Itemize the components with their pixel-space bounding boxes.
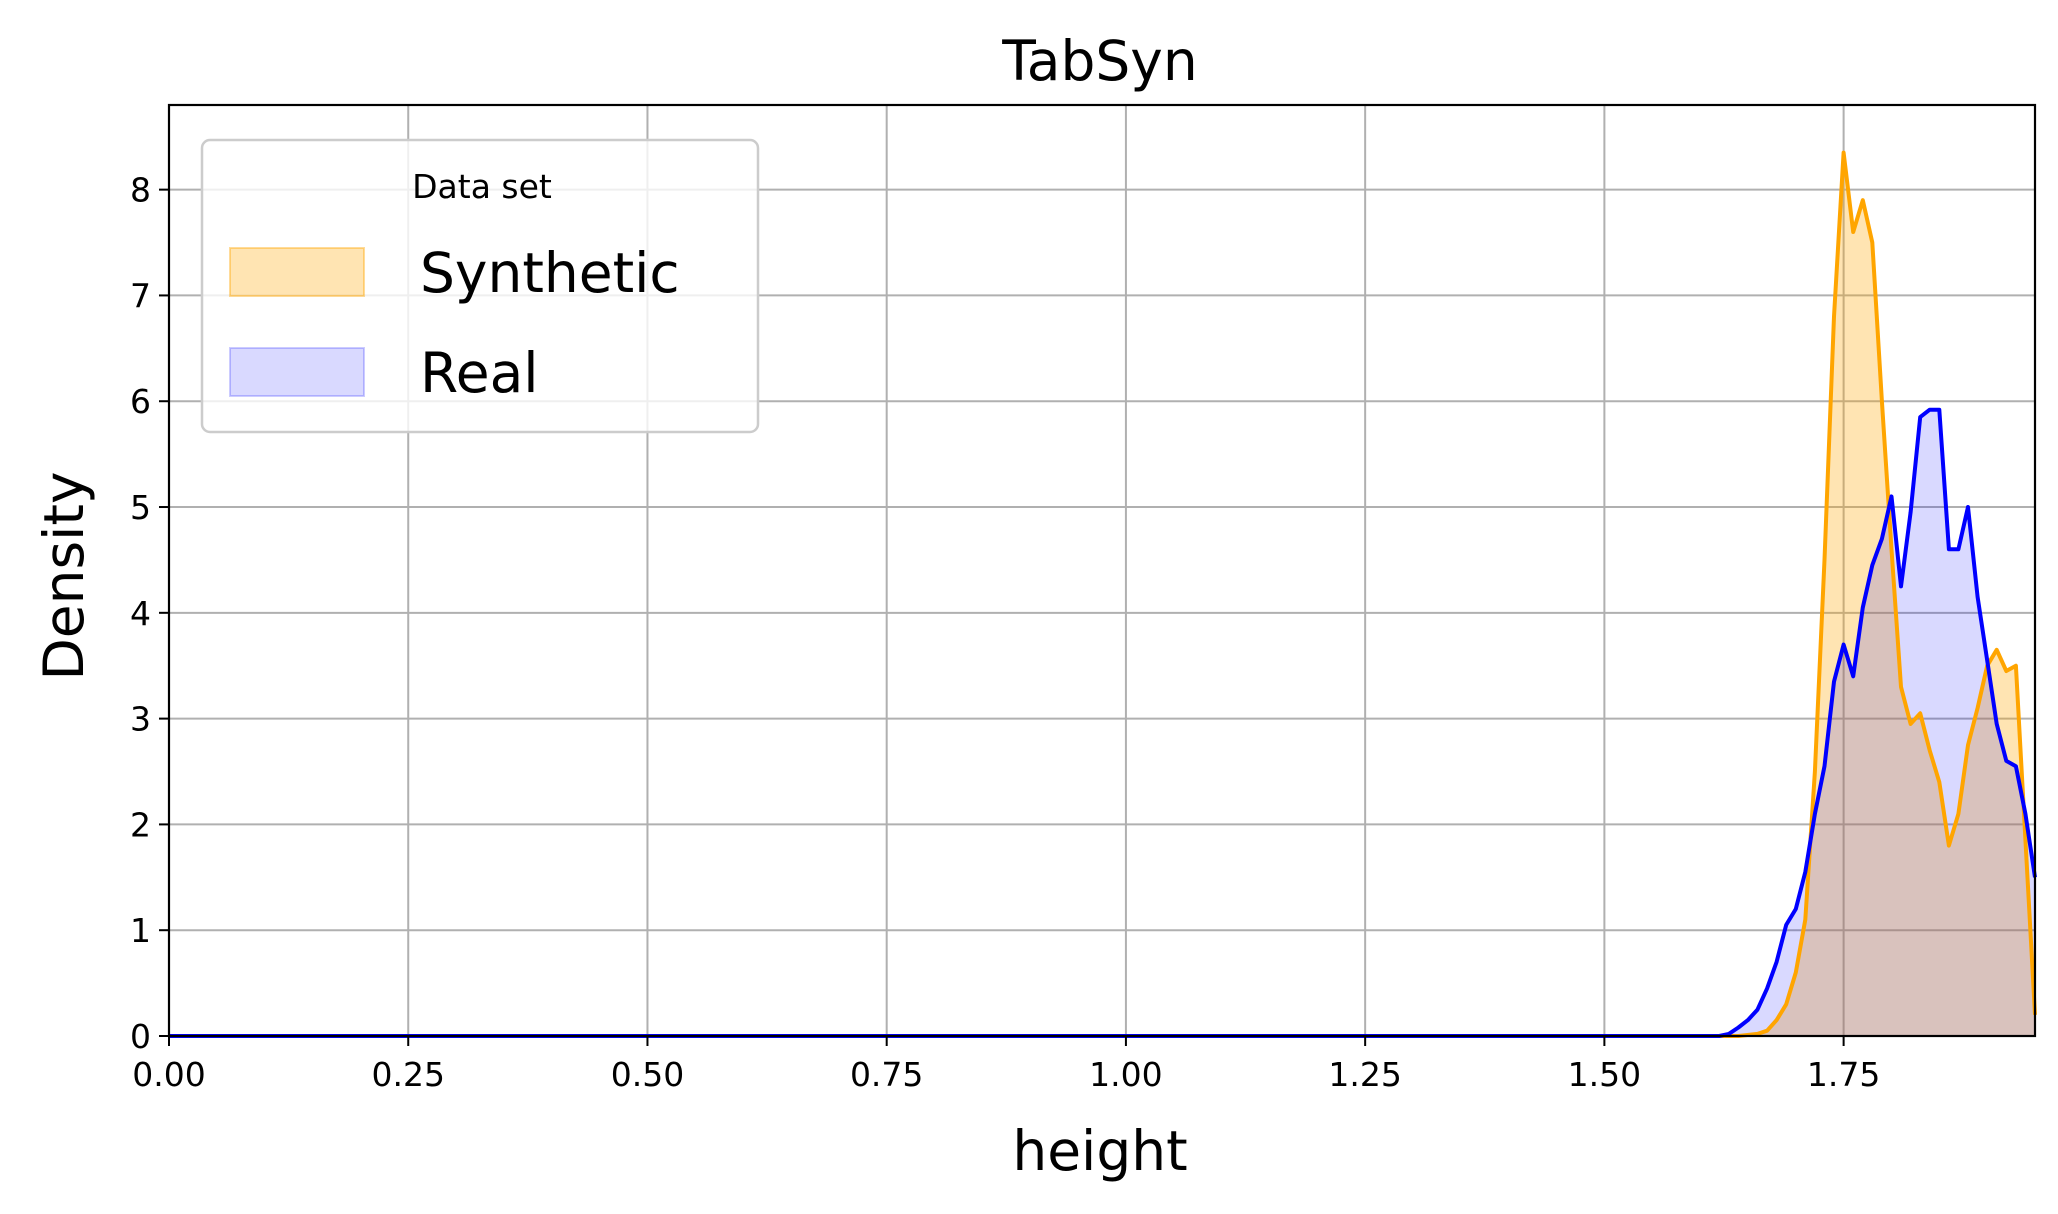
legend-title: Data set bbox=[412, 167, 552, 206]
legend-swatch-real bbox=[229, 347, 365, 397]
y-tick-label: 2 bbox=[130, 805, 151, 844]
plot-frame bbox=[167, 103, 2037, 1038]
series-line-real bbox=[169, 407, 2037, 1038]
x-tick-label: 0.25 bbox=[371, 1055, 444, 1094]
y-tick-label: 1 bbox=[130, 911, 151, 950]
y-tick-label: 4 bbox=[130, 594, 151, 633]
x-tick-label: 0.00 bbox=[132, 1055, 205, 1094]
x-tick-label: 1.00 bbox=[1089, 1055, 1162, 1094]
x-tick-label: 0.50 bbox=[611, 1055, 684, 1094]
y-tick-label: 6 bbox=[130, 382, 151, 421]
x-tick-label: 1.75 bbox=[1807, 1055, 1880, 1094]
legend-label-real: Real bbox=[420, 341, 539, 405]
legend: Data set Synthetic Real bbox=[200, 138, 760, 434]
ticks: 0.00 0.25 0.50 0.75 1.00 1.25 1.50 1.75 0 1 2 3 4 5 6 7… bbox=[130, 171, 1880, 1094]
series-line-synthetic bbox=[169, 150, 2037, 1038]
series-area-synthetic bbox=[169, 152, 2035, 1037]
grid bbox=[168, 105, 2035, 1037]
legend-box bbox=[200, 138, 760, 434]
y-tick-label: 5 bbox=[130, 488, 151, 527]
legend-swatch-synthetic bbox=[229, 247, 365, 297]
legend-label-synthetic: Synthetic bbox=[420, 241, 680, 305]
x-axis-title: height bbox=[1012, 1119, 1187, 1183]
y-tick-label: 3 bbox=[130, 700, 151, 739]
x-tick-label: 0.75 bbox=[850, 1055, 923, 1094]
chart-title: TabSyn bbox=[1001, 29, 1197, 93]
x-tick-label: 1.25 bbox=[1328, 1055, 1401, 1094]
x-tick-label: 1.50 bbox=[1568, 1055, 1641, 1094]
y-tick-label: 8 bbox=[130, 171, 151, 210]
y-tick-label: 0 bbox=[130, 1017, 151, 1056]
y-tick-label: 7 bbox=[130, 276, 151, 315]
y-axis-title: Density bbox=[32, 471, 96, 680]
series-layer bbox=[169, 150, 2037, 1038]
series-area-real bbox=[169, 409, 2035, 1036]
